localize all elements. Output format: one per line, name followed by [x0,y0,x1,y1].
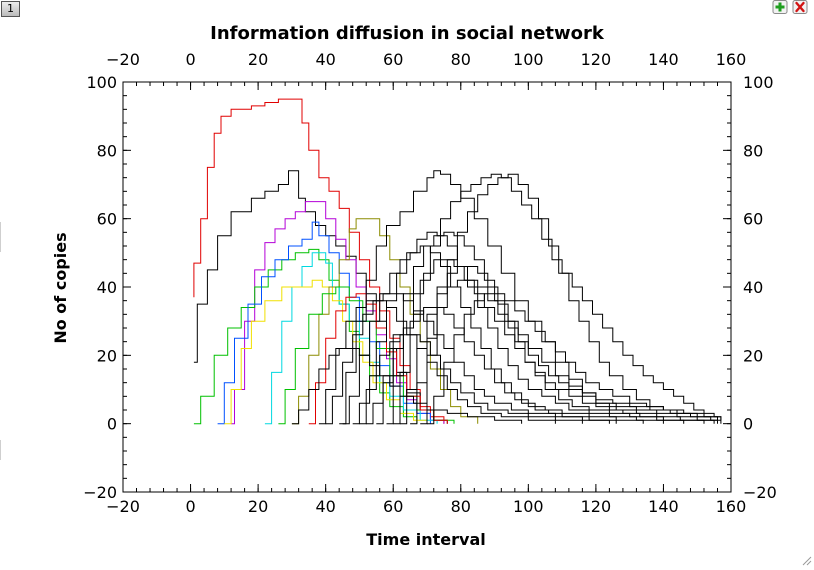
series-line-14 [342,245,617,425]
x-tick-label: 100 [513,497,544,516]
x-tick-label: 140 [648,497,679,516]
x-top-tick-label: 100 [513,50,544,69]
y-tick-label: 60 [97,210,117,229]
axes [122,81,732,493]
y-right-tick-label: 100 [743,73,774,92]
x-top-tick-label: 60 [383,50,403,69]
series-line-3 [231,201,445,425]
x-top-tick-label: 80 [451,50,471,69]
y-right-tick-label: 40 [743,278,763,297]
x-tick-label: 60 [383,497,403,516]
x-tick-label: 120 [581,497,612,516]
plus-icon[interactable] [772,0,788,14]
y-axis-label: No of copies [51,232,70,343]
series-line-10 [308,293,448,425]
series-line-25 [291,348,523,425]
x-top-tick-label: 0 [185,50,195,69]
series-line-15 [359,231,664,425]
y-tick-label: 80 [97,141,117,160]
x-top-tick-label: −20 [106,50,140,69]
x-tick-label: 80 [451,497,471,516]
x-top-tick-label: 160 [716,50,747,69]
y-right-tick-label: 80 [743,141,763,160]
y-right-tick-label: 60 [743,210,763,229]
y-tick-label: 20 [97,346,117,365]
x-axis-label: Time interval [366,530,485,549]
x-top-tick-label: 120 [581,50,612,69]
y-tick-label: 40 [97,278,117,297]
series-line-13 [420,173,718,425]
y-tick-label: −20 [83,483,117,502]
y-right-tick-label: 0 [743,415,753,434]
y-right-tick-label: −20 [743,483,777,502]
resize-grip-icon[interactable] [800,551,812,566]
series-line-8 [291,218,479,425]
x-tick-label: −20 [106,497,140,516]
series-line-17 [318,300,556,425]
series-line-6 [264,252,438,425]
x-tick-label: 0 [185,497,195,516]
x-tick-label: 40 [315,497,335,516]
series-line-22 [366,307,644,425]
series-group [193,98,722,425]
series-line-24 [427,293,722,425]
series-line-18 [386,259,705,425]
y-tick-label: 0 [107,415,117,434]
x-top-tick-label: 40 [315,50,335,69]
series-line-11 [339,170,715,425]
window-edge-marker [0,222,1,252]
series-line-4 [193,248,418,425]
series-line-12 [393,173,722,425]
close-icon[interactable] [792,0,808,14]
x-top-tick-label: 20 [248,50,268,69]
chart-title: Information diffusion in social network [210,23,605,44]
series-line-20 [325,293,610,425]
series-line-16 [376,231,685,425]
x-tick-label: 160 [716,497,747,516]
window-tab[interactable]: 1 [1,1,20,17]
x-top-tick-label: 140 [648,50,679,69]
x-tick-label: 20 [248,497,268,516]
series-line-21 [410,279,718,425]
chart-labels: Information diffusion in social network … [51,23,777,549]
series-line-1 [193,98,445,424]
y-right-tick-label: 20 [743,346,763,365]
window-edge-marker [0,440,1,460]
y-tick-label: 100 [86,73,117,92]
series-line-2 [193,170,448,424]
